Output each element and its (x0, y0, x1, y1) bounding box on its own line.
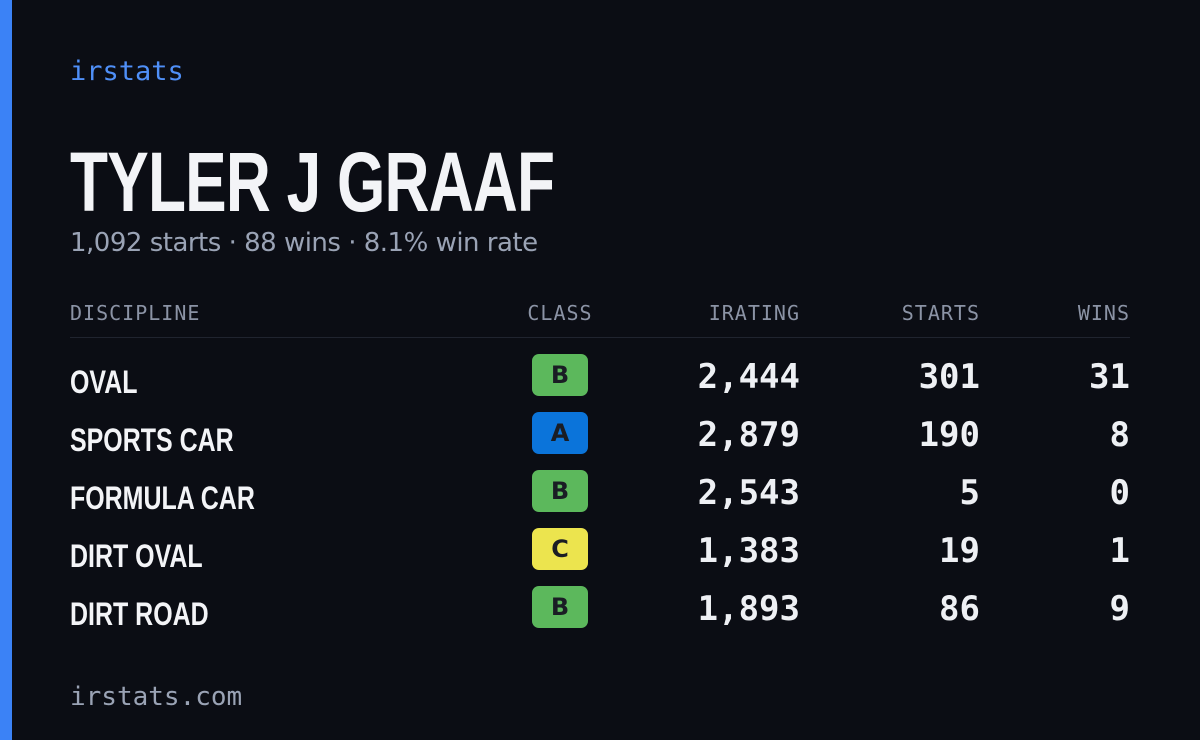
starts: 190 (918, 415, 980, 455)
wins: 1 (1109, 531, 1130, 571)
irating: 1,893 (697, 589, 800, 629)
driver-name: TYLER J GRAAF (70, 135, 555, 229)
column-header: STARTS (901, 301, 980, 325)
brand: irstats (70, 56, 184, 87)
discipline: DIRT ROAD (70, 596, 209, 632)
column-header: DISCIPLINE (70, 301, 201, 325)
column-header: CLASS (527, 301, 593, 325)
column-header: WINS (1077, 301, 1130, 325)
irating: 2,444 (697, 357, 800, 397)
starts: 301 (918, 357, 980, 397)
class-badge: B (532, 354, 588, 396)
class-badge: C (532, 528, 588, 570)
discipline: OVAL (70, 364, 138, 400)
irating: 1,383 (697, 531, 800, 571)
starts: 19 (939, 531, 980, 571)
wins: 31 (1089, 357, 1130, 397)
summary: 1,092 starts · 88 wins · 8.1% win rate (70, 228, 538, 258)
starts: 5 (959, 473, 980, 513)
irating: 2,879 (697, 415, 800, 455)
wins: 9 (1109, 589, 1130, 629)
discipline: SPORTS CAR (70, 422, 234, 458)
irating: 2,543 (697, 473, 800, 513)
starts: 86 (939, 589, 980, 629)
column-header: IRATING (708, 301, 800, 325)
accent-bar (0, 0, 12, 740)
wins: 0 (1109, 473, 1130, 513)
discipline: FORMULA CAR (70, 480, 255, 516)
discipline: DIRT OVAL (70, 538, 203, 574)
footer: irstats.com (70, 682, 243, 712)
class-badge: B (532, 586, 588, 628)
divider (70, 337, 1130, 338)
class-badge: B (532, 470, 588, 512)
class-badge: A (532, 412, 588, 454)
wins: 8 (1109, 415, 1130, 455)
